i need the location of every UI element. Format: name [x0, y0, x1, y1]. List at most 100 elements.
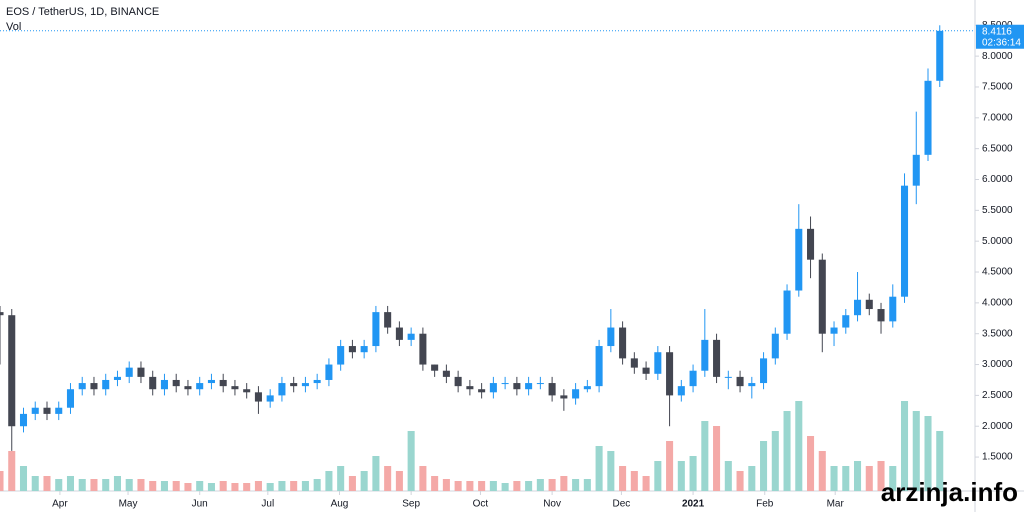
- candle-body: [619, 327, 627, 359]
- volume-bar: [301, 481, 309, 491]
- volume-bar: [442, 479, 450, 491]
- candle-body: [454, 376, 462, 387]
- y-tick-label: 2.0000: [982, 421, 1013, 432]
- candle-body: [830, 327, 838, 334]
- volume-bar: [689, 456, 697, 491]
- volume-bar: [595, 446, 603, 491]
- volume-bar: [572, 479, 580, 491]
- candle-body: [842, 315, 850, 328]
- candle-body: [760, 358, 768, 384]
- volume-bar: [854, 461, 862, 491]
- volume-bar: [454, 481, 462, 491]
- y-tick-label: 6.5000: [982, 143, 1013, 154]
- x-tick-label: Sep: [402, 499, 420, 510]
- last-price-label: 8.4116: [982, 26, 1012, 37]
- volume-bar: [78, 479, 86, 491]
- x-tick-label: Jun: [192, 499, 208, 510]
- volume-bar: [43, 476, 51, 491]
- candle-body: [900, 185, 909, 297]
- volume-bar: [254, 481, 262, 491]
- volume-bar: [207, 483, 215, 491]
- volume-bar: [560, 476, 568, 491]
- volume-bar: [630, 471, 638, 491]
- candle-body: [865, 299, 873, 310]
- volume-bar: [924, 416, 932, 491]
- volume-bar: [912, 411, 920, 491]
- candle-body: [501, 383, 509, 385]
- candle-body: [395, 327, 403, 340]
- volume-bar: [830, 466, 838, 491]
- volume-bar: [501, 483, 509, 491]
- candle-body: [936, 30, 944, 81]
- candle-body: [536, 383, 544, 385]
- candle-body: [736, 376, 744, 387]
- candle-body: [372, 312, 380, 347]
- candle-body: [266, 395, 274, 402]
- candle-body: [924, 80, 932, 155]
- candle-body: [560, 395, 568, 399]
- volume-bar: [607, 451, 615, 491]
- candle-body: [630, 358, 638, 368]
- candle-body: [19, 413, 28, 427]
- candle-body: [172, 379, 180, 387]
- candle-body: [713, 339, 721, 377]
- x-tick-label: Oct: [473, 499, 489, 510]
- volume-bar: [395, 471, 403, 491]
- candle-body: [724, 376, 732, 378]
- candle-body: [572, 389, 580, 399]
- candle-body: [231, 386, 239, 390]
- y-tick-label: 2.5000: [982, 390, 1013, 401]
- volume-bar: [548, 479, 556, 491]
- candle-body: [783, 290, 791, 334]
- volume-bar: [184, 483, 192, 491]
- volume-bar: [431, 476, 439, 491]
- volume-bar: [360, 471, 368, 491]
- volume-bar: [348, 476, 356, 491]
- volume-bar: [90, 479, 98, 491]
- volume-bar: [536, 479, 544, 491]
- volume-bar: [525, 481, 533, 491]
- candle-body: [654, 352, 662, 374]
- candle-body: [43, 407, 51, 414]
- volume-bar: [642, 476, 650, 491]
- candle-body: [384, 312, 392, 328]
- candle-body: [818, 259, 826, 334]
- candle-body: [854, 299, 862, 316]
- volume-bar: [513, 481, 521, 491]
- x-tick-label: Mar: [827, 499, 845, 510]
- volume-bar: [783, 411, 791, 491]
- x-tick-label: Nov: [543, 499, 561, 510]
- volume-bar: [0, 471, 4, 491]
- volume-bar: [31, 476, 39, 491]
- candle-body: [666, 352, 674, 396]
- y-tick-label: 8.0000: [982, 51, 1013, 62]
- candle-body: [149, 376, 157, 390]
- candle-body: [102, 379, 110, 390]
- candle-body: [348, 346, 356, 353]
- volume-bar: [677, 461, 685, 491]
- candle-body: [184, 386, 192, 390]
- y-tick-label: 6.0000: [982, 174, 1013, 185]
- volume-bar: [666, 441, 674, 491]
- watermark: arzinja.info: [881, 477, 1018, 507]
- volume-bar: [160, 481, 168, 491]
- volume-bar: [337, 466, 345, 491]
- candle-body: [278, 383, 286, 396]
- candle-body: [877, 309, 885, 322]
- candle-body: [431, 364, 439, 371]
- candle-body: [548, 383, 556, 396]
- candle-body: [90, 383, 98, 390]
- chart-title: EOS / TetherUS, 1D, BINANCE: [6, 6, 159, 18]
- volume-bar: [196, 481, 204, 491]
- volume-bar: [19, 466, 28, 491]
- volume-bar: [172, 481, 180, 491]
- candle-body: [795, 228, 803, 291]
- candle-body: [0, 312, 4, 316]
- candle-body: [595, 346, 603, 387]
- volume-bar: [489, 481, 497, 491]
- candle-body: [701, 339, 709, 371]
- y-tick-label: 1.5000: [982, 452, 1013, 463]
- volume-bar: [818, 451, 826, 491]
- candle-body: [66, 389, 75, 408]
